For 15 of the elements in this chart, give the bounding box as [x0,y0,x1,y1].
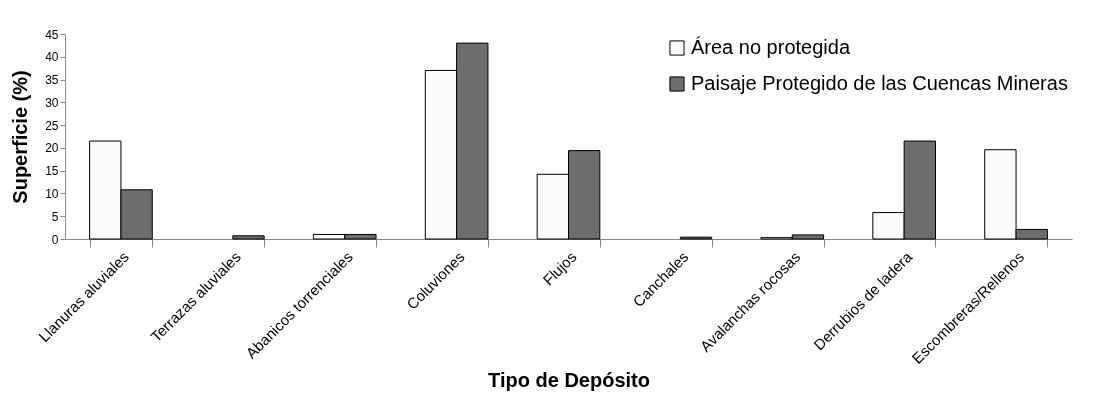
y-tick-label: 35 [45,73,59,88]
y-tick-label: 0 [51,232,59,247]
x-axis-title: Tipo de Depósito [488,368,650,391]
y-tick-label: 25 [45,118,59,133]
y-tick-label: 45 [45,27,59,42]
y-tick-label: 40 [45,50,59,65]
y-tick-label: 30 [45,95,59,110]
legend-label: Paisaje Protegido de las Cuencas Mineras [691,72,1068,94]
y-tick-label: 15 [45,164,59,179]
y-axis-title: Superficie (%) [9,70,32,204]
y-tick-label: 10 [45,186,59,201]
y-tick-label: 20 [45,141,59,156]
y-tick-label: 5 [51,209,59,224]
legend-label: Área no protegida [691,36,851,58]
bar [232,235,265,240]
